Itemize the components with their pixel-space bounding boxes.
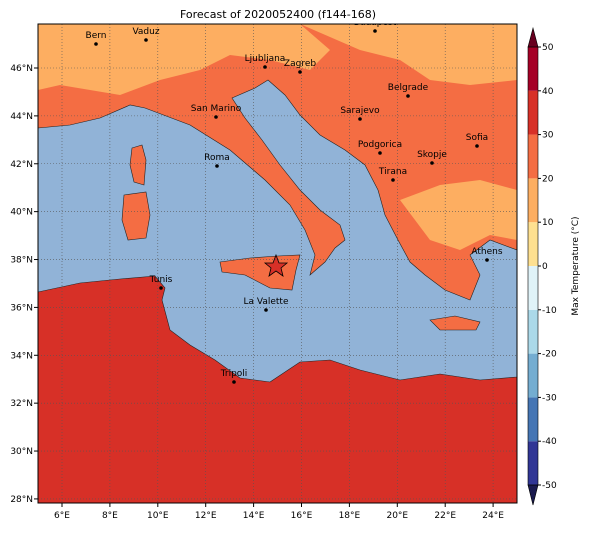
city-dot — [144, 38, 148, 42]
colorbar-segment — [528, 397, 538, 442]
lat-tick-label: 34°N — [10, 351, 33, 361]
lat-tick-label: 42°N — [10, 160, 33, 170]
city-dot — [298, 70, 302, 74]
lat-tick-label: 40°N — [10, 208, 33, 218]
lon-tick-label: 6°E — [54, 511, 70, 521]
colorbar-tick-label: 20 — [542, 174, 554, 184]
colorbar-tick-label: -40 — [542, 437, 557, 447]
lon-tick-label: 8°E — [102, 511, 118, 521]
colorbar-segment — [528, 134, 538, 179]
colorbar-tick-label: 30 — [542, 131, 554, 141]
lon-tick-label: 10°E — [147, 511, 169, 521]
city-dot — [94, 42, 98, 46]
map-frame — [37, 23, 518, 504]
city-label: Budapest — [354, 18, 397, 28]
lat-tick-label: 36°N — [10, 303, 33, 313]
lon-tick-label: 18°E — [339, 511, 361, 521]
colorbar-segment — [528, 353, 538, 398]
city-label: Sofia — [466, 133, 488, 143]
city-label: Sarajevo — [340, 106, 380, 116]
city-label: Tunis — [149, 275, 173, 285]
city-label: Bern — [86, 31, 107, 41]
lon-tick-label: 20°E — [386, 511, 408, 521]
lat-tick-label: 32°N — [10, 399, 33, 409]
city-dot — [214, 115, 218, 119]
city-label: Belgrade — [388, 83, 429, 93]
city-label: Tripoli — [220, 369, 248, 379]
colorbar-extend — [527, 484, 539, 506]
city-label: Athens — [471, 247, 502, 257]
city-label: Vaduz — [132, 27, 159, 37]
colorbar-tick-label: -30 — [542, 393, 557, 403]
warm-zone — [38, 24, 330, 95]
city-dot — [391, 178, 395, 182]
colorbar-segment — [528, 178, 538, 223]
city-dot — [232, 380, 236, 384]
colorbar-tick-label: -10 — [542, 306, 557, 316]
lon-tick-label: 24°E — [482, 511, 504, 521]
crete — [429, 315, 481, 331]
lon-tick-label: 16°E — [291, 511, 313, 521]
hot-zone — [38, 276, 517, 503]
colorbar-label: Max Temperature (°C) — [571, 216, 581, 315]
lat-tick-label: 44°N — [10, 112, 33, 122]
city-label: Podgorica — [358, 140, 402, 150]
colorbar-tick-label: 40 — [542, 87, 554, 97]
colorbar: -50 -40 -30 -20 -10 0 10 20 30 40 50 Max Temperatur… — [527, 26, 581, 506]
city-label: Tirana — [378, 167, 407, 177]
colorbar-segment — [528, 441, 538, 485]
title: Forecast of 2020052400 (f144-168) — [180, 8, 376, 21]
corsica — [129, 144, 147, 186]
city-dot — [264, 308, 268, 312]
lon-tick-label: 14°E — [243, 511, 265, 521]
colorbar-segment — [528, 222, 538, 266]
lat-tick-label: 38°N — [10, 256, 33, 266]
city-dot — [358, 117, 362, 121]
colorbar-segment — [528, 266, 538, 310]
sardinia — [121, 191, 151, 241]
city-dot — [159, 286, 163, 290]
colorbar-segment — [528, 309, 538, 354]
colorbar-tick-label: 50 — [542, 43, 554, 53]
city-dot — [263, 65, 267, 69]
lat-tick-label: 46°N — [10, 64, 33, 74]
city-dot — [378, 151, 382, 155]
city-label: Zagreb — [284, 59, 316, 69]
city-dot — [373, 29, 377, 33]
lat-tick-label: 30°N — [10, 447, 33, 457]
warm-zone — [400, 180, 517, 250]
colorbar-tick-label: 10 — [542, 218, 554, 228]
colorbar-tick-label: 0 — [542, 262, 548, 272]
colorbar-tick-label: -20 — [542, 350, 557, 360]
city-dot — [430, 161, 434, 165]
colorbar-segment — [528, 90, 538, 135]
star-marker — [263, 253, 289, 277]
city-label: San Marino — [191, 104, 242, 114]
colorbar-extend — [527, 26, 539, 48]
city-dot — [485, 258, 489, 262]
city-label: Ljubljana — [245, 54, 286, 64]
city-dot — [406, 94, 410, 98]
graticule — [38, 24, 517, 503]
city-label: La Valette — [244, 297, 289, 307]
lon-tick-label: 12°E — [195, 511, 217, 521]
colorbar-segment — [528, 47, 538, 91]
city-label: Roma — [204, 153, 230, 163]
warm-zone — [300, 24, 517, 85]
colorbar-tick-label: -50 — [542, 481, 557, 491]
city-dot — [215, 164, 219, 168]
lat-tick-label: 28°N — [10, 495, 33, 505]
city-dot — [475, 144, 479, 148]
city-label: Skopje — [417, 150, 447, 160]
lon-tick-label: 22°E — [434, 511, 456, 521]
